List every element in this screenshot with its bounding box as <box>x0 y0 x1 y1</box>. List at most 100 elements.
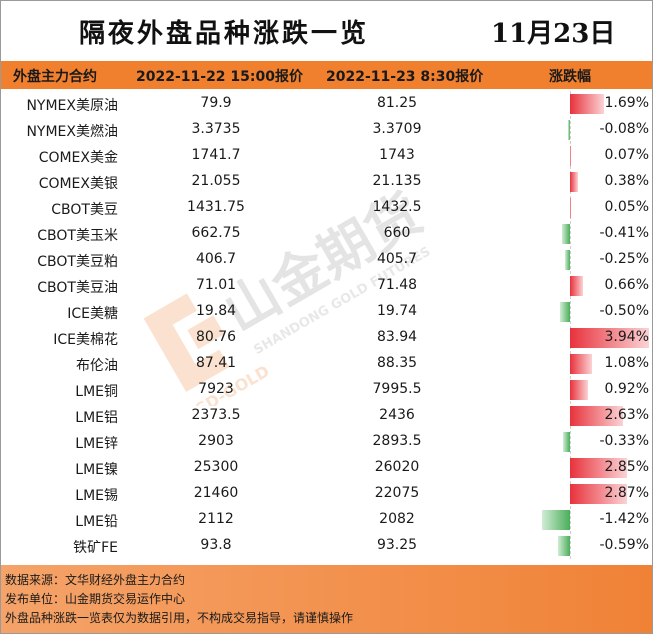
change-bar-negative <box>561 224 570 244</box>
change-bar-positive <box>570 328 649 348</box>
row-change-pct: -0.59% <box>599 537 649 553</box>
header-contract: 外盘主力合约 <box>13 69 97 85</box>
table-row: LME锌 2903 2893.5 -0.33% <box>1 429 652 455</box>
change-bar-positive <box>570 172 578 192</box>
row-change-pct: -0.41% <box>599 225 649 241</box>
row-price2: 660 <box>383 225 411 241</box>
row-price2: 2082 <box>379 511 415 527</box>
row-change-pct: 2.87% <box>604 485 649 501</box>
table-row: CBOT美玉米 662.75 660 -0.41% <box>1 221 652 247</box>
row-change-pct: -0.33% <box>599 433 649 449</box>
table-row: CBOT美豆油 71.01 71.48 0.66% <box>1 273 652 299</box>
row-price1: 1741.7 <box>191 147 241 163</box>
row-price1: 87.41 <box>195 355 237 371</box>
row-contract-name: COMEX美金 <box>38 150 118 166</box>
row-price1: 80.76 <box>195 329 237 345</box>
row-contract-name: LME铝 <box>75 410 118 426</box>
row-price1: 2112 <box>198 511 234 527</box>
change-bar-positive <box>570 484 628 504</box>
change-bar-positive <box>570 198 571 218</box>
row-price2: 22075 <box>374 485 420 501</box>
footer-disclaimer: 外盘品种涨跌一览表仅为数据引用，不构成交易指导，请谨慎操作 <box>5 611 354 625</box>
row-change-pct: 1.69% <box>604 95 649 111</box>
row-price2: 2893.5 <box>372 433 422 449</box>
table-row: COMEX美金 1741.7 1743 0.07% <box>1 143 652 169</box>
table-row: LME铝 2373.5 2436 2.63% <box>1 403 652 429</box>
row-contract-name: LME铅 <box>75 514 118 530</box>
row-change-pct: -1.42% <box>599 511 649 527</box>
change-bar-positive <box>570 354 592 374</box>
bar-axis <box>570 91 572 559</box>
row-price2: 81.25 <box>376 95 418 111</box>
row-change-pct: 0.38% <box>604 173 649 189</box>
footer: 数据来源：文华财经外盘主力合约 发布单位：山金期货交易运作中心 外盘品种涨跌一览… <box>1 565 652 633</box>
table-row: NYMEX美燃油 3.3735 3.3709 -0.08% <box>1 117 652 143</box>
row-contract-name: NYMEX美原油 <box>26 98 118 114</box>
row-change-pct: 2.85% <box>604 459 649 475</box>
row-price2: 71.48 <box>376 277 418 293</box>
row-contract-name: NYMEX美燃油 <box>26 124 118 140</box>
change-bar-negative <box>558 536 570 556</box>
row-price1: 71.01 <box>195 277 237 293</box>
row-price2: 83.94 <box>376 329 418 345</box>
row-price1: 21.055 <box>191 173 241 189</box>
footer-publisher: 发布单位：山金期货交易运作中心 <box>5 592 186 606</box>
row-price2: 88.35 <box>376 355 418 371</box>
row-price1: 406.7 <box>195 251 237 267</box>
change-bar-positive <box>570 458 627 478</box>
row-price1: 662.75 <box>191 225 241 241</box>
row-price2: 19.74 <box>376 303 418 319</box>
row-change-pct: -0.25% <box>599 251 649 267</box>
row-contract-name: ICE美糖 <box>67 306 118 322</box>
row-change-pct: 0.66% <box>604 277 649 293</box>
change-bar-negative <box>565 250 570 270</box>
data-table: NYMEX美原油 79.9 81.25 1.69% NYMEX美燃油 3.3735 3.37… <box>1 91 652 559</box>
table-row: LME铅 2112 2082 -1.42% <box>1 507 652 533</box>
row-price2: 1432.5 <box>372 199 422 215</box>
row-contract-name: CBOT美玉米 <box>37 228 118 244</box>
row-change-pct: 0.07% <box>604 147 649 163</box>
table-row: LME铜 7923 7995.5 0.92% <box>1 377 652 403</box>
row-price1: 1431.75 <box>187 199 245 215</box>
header-price2: 2022-11-23 8:30报价 <box>326 69 484 85</box>
row-change-pct: 3.94% <box>604 329 649 345</box>
table-row: CBOT美豆粕 406.7 405.7 -0.25% <box>1 247 652 273</box>
table-row: 铁矿FE 93.8 93.25 -0.59% <box>1 533 652 559</box>
row-price2: 21.135 <box>372 173 422 189</box>
row-contract-name: 布伦油 <box>76 358 118 374</box>
row-contract-name: CBOT美豆油 <box>37 280 118 296</box>
row-price2: 26020 <box>374 459 420 475</box>
row-change-pct: 0.92% <box>604 381 649 397</box>
table-row: NYMEX美原油 79.9 81.25 1.69% <box>1 91 652 117</box>
row-price1: 25300 <box>193 459 239 475</box>
row-change-pct: 2.63% <box>604 407 649 423</box>
row-price2: 93.25 <box>376 537 418 553</box>
row-change-pct: -0.08% <box>599 121 649 137</box>
change-bar-negative <box>560 302 570 322</box>
change-bar-positive <box>570 276 584 296</box>
row-contract-name: LME铜 <box>75 384 118 400</box>
report-date: 11月23日 <box>491 19 616 49</box>
change-bar-negative <box>541 510 570 530</box>
row-price1: 19.84 <box>195 303 237 319</box>
row-price1: 3.3735 <box>191 121 241 137</box>
change-bar-positive <box>570 146 572 166</box>
row-contract-name: LME锌 <box>75 436 118 452</box>
row-price2: 405.7 <box>376 251 418 267</box>
row-change-pct: 1.08% <box>604 355 649 371</box>
table-row: 布伦油 87.41 88.35 1.08% <box>1 351 652 377</box>
row-contract-name: ICE美棉花 <box>53 332 118 348</box>
row-change-pct: 0.05% <box>604 199 649 215</box>
table-header: 外盘主力合约 2022-11-22 15:00报价 2022-11-23 8:3… <box>1 61 652 89</box>
table-row: LME锡 21460 22075 2.87% <box>1 481 652 507</box>
row-price1: 2373.5 <box>191 407 241 423</box>
row-contract-name: 铁矿FE <box>73 540 118 556</box>
table-row: LME镍 25300 26020 2.85% <box>1 455 652 481</box>
row-price1: 7923 <box>198 381 234 397</box>
row-price1: 79.9 <box>200 95 232 111</box>
change-bar-negative <box>563 432 570 452</box>
row-price2: 2436 <box>379 407 415 423</box>
change-bar-negative <box>568 120 570 140</box>
row-price1: 21460 <box>193 485 239 501</box>
title-row: 隔夜外盘品种涨跌一览 11月23日 <box>1 1 652 61</box>
